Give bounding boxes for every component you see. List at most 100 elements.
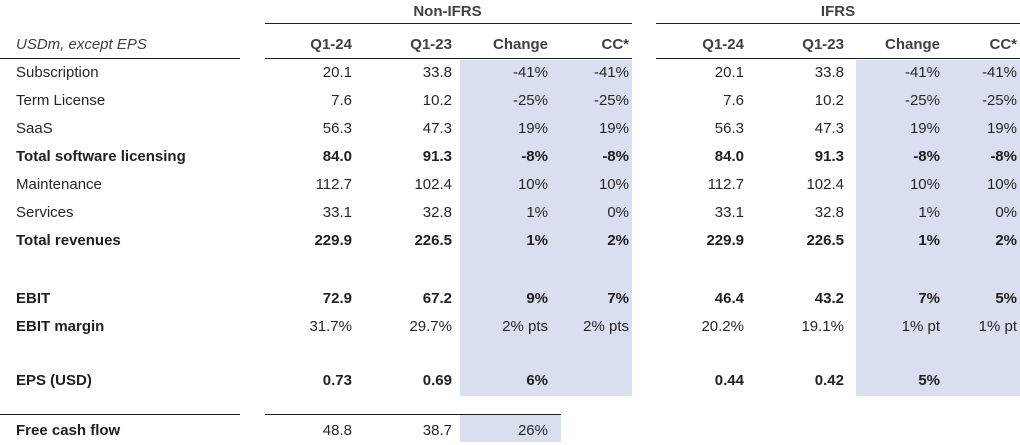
header-rule-nonifrs — [265, 58, 632, 59]
cell-nonifrs-q1-24: 229.9 — [314, 232, 352, 249]
cell-nonifrs-q1-23: 10.2 — [422, 92, 452, 109]
fcf-rule-label — [0, 414, 240, 415]
cell-nonifrs-change: 9% — [526, 290, 548, 307]
row-label: EPS (USD) — [16, 372, 92, 389]
col-header-nonifrs-q1-24: Q1-24 — [310, 36, 352, 53]
cell-ifrs-cc: 0% — [995, 204, 1017, 221]
cell-nonifrs-change: 19% — [517, 120, 548, 137]
nonifrs-fcf-change-band — [460, 414, 561, 442]
cell-ifrs-q1-24: 33.1 — [714, 204, 744, 221]
cell-nonifrs-q1-23: 0.69 — [422, 372, 452, 389]
cell-nonifrs-cc: 2% pts — [583, 318, 629, 335]
cell-ifrs-cc: 2% — [995, 232, 1017, 249]
cell-ifrs-q1-24: 84.0 — [714, 148, 744, 165]
cell-ifrs-q1-23: 226.5 — [806, 232, 844, 249]
cell-ifrs-q1-24: 56.3 — [714, 120, 744, 137]
row-label: Term License — [16, 92, 106, 109]
cell-ifrs-q1-24: 0.44 — [714, 372, 744, 389]
cell-ifrs-change: -25% — [904, 92, 940, 109]
cell-nonifrs-change: -41% — [512, 64, 548, 81]
ifrs-change-band — [856, 60, 1020, 396]
row-label: Total software licensing — [16, 148, 186, 165]
cell-nonifrs-change: 1% — [526, 204, 548, 221]
cell-nonifrs-q1-24: 0.73 — [322, 372, 352, 389]
row-label: EBIT — [16, 290, 51, 307]
cell-ifrs-cc: -41% — [981, 64, 1017, 81]
cell-ifrs-q1-23: 32.8 — [814, 204, 844, 221]
cell-nonifrs-q1-24: 112.7 — [315, 176, 352, 193]
cell-ifrs-change: 1% pt — [901, 318, 940, 335]
cell-nonifrs-q1-24: 20.1 — [322, 64, 352, 81]
cell-nonifrs-cc: 7% — [607, 290, 629, 307]
cell-nonifrs-q1-23: 47.3 — [422, 120, 452, 137]
group-rule-nonifrs — [265, 23, 632, 24]
cell-nonifrs-q1-23: 67.2 — [422, 290, 452, 307]
cell-nonifrs-q1-24: 33.1 — [322, 204, 352, 221]
col-header-ifrs-q1-23: Q1-23 — [802, 36, 844, 53]
cell-nonifrs-q1-24: 84.0 — [322, 148, 352, 165]
cell-nonifrs-q1-23: 91.3 — [422, 148, 452, 165]
cell-nonifrs-change: 2% pts — [502, 318, 548, 335]
group-rule-ifrs — [656, 23, 1020, 24]
cell-ifrs-q1-23: 91.3 — [814, 148, 844, 165]
cell-nonifrs-change: -8% — [521, 148, 548, 165]
cell-nonifrs-change: -25% — [512, 92, 548, 109]
cell-ifrs-cc: 1% pt — [978, 318, 1017, 335]
cell-nonifrs-cc: 19% — [598, 120, 629, 137]
cell-ifrs-cc: 5% — [995, 290, 1017, 307]
cell-nonifrs-change: 6% — [526, 372, 548, 389]
cell-nonifrs-cc: -41% — [593, 64, 629, 81]
cell-nonifrs-q1-23: 33.8 — [422, 64, 452, 81]
cell-ifrs-change: -41% — [904, 64, 940, 81]
cell-ifrs-cc: 10% — [986, 176, 1017, 193]
cell-ifrs-q1-24: 7.6 — [723, 92, 744, 109]
col-header-nonifrs-cc: CC* — [601, 36, 629, 53]
cell-nonifrs-q1-23: 29.7% — [409, 318, 452, 335]
cell-ifrs-cc: -8% — [990, 148, 1017, 165]
row-label: SaaS — [16, 120, 53, 137]
cell-nonifrs-q1-23: 32.8 — [422, 204, 452, 221]
cell-nonifrs-q1-23: 226.5 — [414, 232, 452, 249]
cell-nonifrs-change: 1% — [526, 232, 548, 249]
nonifrs-change-band — [460, 60, 632, 396]
cell-nonifrs-q1-23: 102.4 — [414, 176, 452, 193]
cell-ifrs-change: 5% — [918, 372, 940, 389]
header-rule-ifrs — [656, 58, 1020, 59]
row-label: Total revenues — [16, 232, 121, 249]
cell-nonifrs-cc: 0% — [607, 204, 629, 221]
unit-label: USDm, except EPS — [16, 36, 147, 53]
col-header-ifrs-q1-24: Q1-24 — [702, 36, 744, 53]
cell-ifrs-q1-24: 46.4 — [714, 290, 744, 307]
cell-ifrs-cc: 19% — [986, 120, 1017, 137]
cell-ifrs-change: 1% — [918, 232, 940, 249]
col-header-nonifrs-change: Change — [492, 36, 548, 53]
row-label: Maintenance — [16, 176, 102, 193]
fcf-rule-nonifrs — [265, 414, 561, 415]
cell-ifrs-change: 7% — [918, 290, 940, 307]
cell-ifrs-q1-23: 102.4 — [806, 176, 844, 193]
header-rule-label — [0, 58, 240, 59]
group-header-ifrs: IFRS — [820, 3, 856, 20]
col-header-ifrs-cc: CC* — [989, 36, 1017, 53]
cell-ifrs-q1-23: 47.3 — [814, 120, 844, 137]
cell-ifrs-q1-24: 112.7 — [707, 176, 744, 193]
row-label: Subscription — [16, 64, 99, 81]
cell-ifrs-cc: -25% — [981, 92, 1017, 109]
cell-nonifrs-q1-24: 72.9 — [322, 290, 352, 307]
cell-nonifrs-change: 10% — [517, 176, 548, 193]
cell-nonifrs-q1-24: 7.6 — [331, 92, 352, 109]
cell-nonifrs-q1-23: 38.7 — [422, 422, 452, 439]
cell-ifrs-q1-23: 10.2 — [814, 92, 844, 109]
row-label: Services — [16, 204, 74, 221]
cell-ifrs-q1-24: 20.1 — [714, 64, 744, 81]
col-header-nonifrs-q1-23: Q1-23 — [410, 36, 452, 53]
cell-ifrs-q1-24: 20.2% — [701, 318, 744, 335]
cell-nonifrs-cc: 10% — [598, 176, 629, 193]
row-label: Free cash flow — [16, 422, 121, 439]
cell-ifrs-q1-24: 229.9 — [706, 232, 744, 249]
cell-nonifrs-q1-24: 56.3 — [322, 120, 352, 137]
cell-nonifrs-cc: 2% — [607, 232, 629, 249]
cell-nonifrs-cc: -8% — [602, 148, 629, 165]
cell-ifrs-change: 19% — [909, 120, 940, 137]
